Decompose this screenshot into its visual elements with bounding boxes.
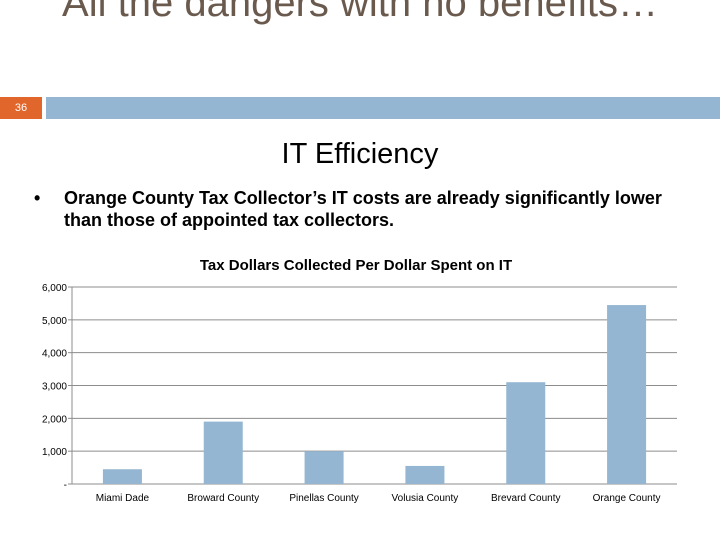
y-tick-label: 4,000 [42, 349, 67, 360]
chart-title: Tax Dollars Collected Per Dollar Spent o… [199, 257, 513, 274]
bar-chart: - 1,000 2,000 3,000 4,000 5,000 6,000 Miami Dad… [42, 283, 677, 504]
bar [607, 305, 647, 484]
bar [506, 382, 546, 484]
y-tick-label: 2,000 [42, 414, 67, 425]
bar [203, 421, 243, 484]
slide-title: All the dangers with no benefits… [62, 0, 658, 25]
bullet-marker: • [34, 188, 41, 208]
x-tick-label: Orange County [593, 493, 661, 504]
x-tick-label: Miami Dade [96, 493, 150, 504]
bar [102, 469, 142, 484]
bar [405, 465, 445, 484]
section-heading: IT Efficiency [281, 138, 439, 170]
y-tick-label: 5,000 [42, 316, 67, 327]
title-accent-bar [46, 97, 720, 119]
x-tick-label: Pinellas County [289, 493, 358, 504]
x-tick-label: Brevard County [491, 493, 560, 504]
slide-number-badge: 36 [0, 97, 42, 119]
x-tick-label: Broward County [187, 493, 259, 504]
y-tick-label: 3,000 [42, 382, 67, 393]
y-tick-label: 6,000 [42, 283, 67, 294]
bullet-point: • Orange County Tax Collector’s IT costs… [34, 187, 694, 231]
bullet-text: Orange County Tax Collector’s IT costs a… [64, 188, 662, 230]
bar [304, 451, 344, 484]
y-tick-label: 1,000 [42, 447, 67, 458]
x-tick-label: Volusia County [392, 493, 459, 504]
y-tick-label: - [64, 480, 67, 491]
